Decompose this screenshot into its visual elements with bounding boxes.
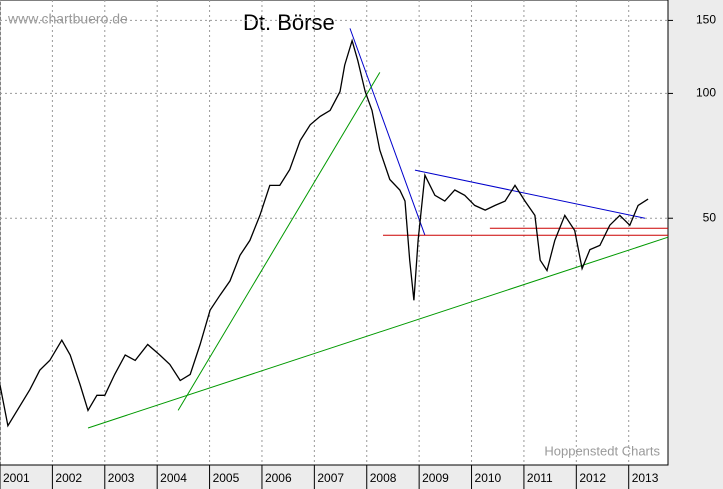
y-tick-label: 100: [696, 86, 716, 100]
x-tick-label: 2001: [3, 471, 30, 485]
x-tick-label: 2006: [265, 471, 292, 485]
x-tick-label: 2008: [370, 471, 397, 485]
trend-line: [87, 236, 669, 429]
price-line: [0, 38, 649, 428]
x-tick-label: 2012: [579, 471, 606, 485]
plot-area: [0, 0, 669, 466]
trend-line: [349, 28, 426, 236]
x-tick-label: 2011: [527, 471, 553, 485]
x-tick-label: 2007: [317, 471, 344, 485]
x-tick-label: 2003: [108, 471, 135, 485]
trend-line: [177, 72, 381, 411]
x-tick-label: 2004: [160, 471, 187, 485]
x-tick-label: 2009: [422, 471, 449, 485]
chart-title: Dt. Börse: [243, 10, 335, 35]
x-tick-label: 2010: [475, 471, 502, 485]
y-tick-label: 50: [703, 210, 717, 224]
credit: Hoppenstedt Charts: [544, 443, 660, 458]
x-tick-label: 2005: [213, 471, 240, 485]
x-tick-label: 2002: [55, 471, 82, 485]
trend-line: [414, 169, 646, 219]
source: www.chartbuero.de: [7, 11, 128, 27]
x-tick-label: 2013: [632, 471, 659, 485]
y-tick-label: 150: [696, 13, 716, 27]
